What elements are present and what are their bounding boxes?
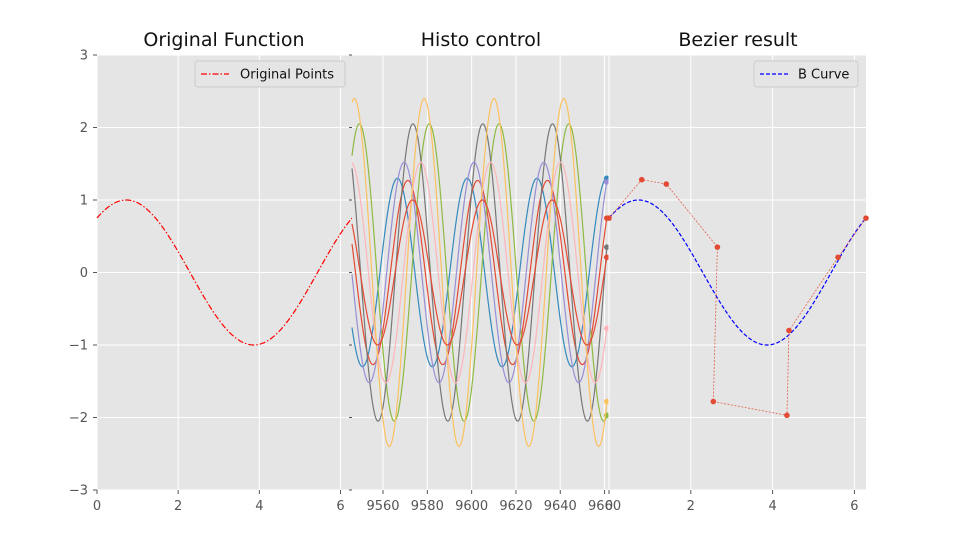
x-tick-label: 6	[850, 499, 858, 514]
x-tick-label: 2	[687, 499, 695, 514]
control-point	[606, 215, 612, 221]
chart-title-original-function: Original Function	[143, 29, 304, 51]
chart-title-bezier-result: Bezier result	[678, 29, 797, 51]
x-tick-label: 0	[605, 499, 613, 514]
x-tick-label: 9660	[588, 499, 621, 514]
chart-title-histo-control: Histo control	[421, 29, 541, 51]
histo-series-end-point	[603, 179, 610, 185]
x-tick-label: 6	[336, 499, 344, 514]
histo-series-end-point	[603, 244, 610, 250]
histo-series-line	[351, 123, 608, 422]
x-tick-labels: 9560 9580 9600 9620 9640 9660	[366, 490, 621, 514]
x-tick-label: 9600	[455, 499, 488, 514]
legend-label-original-points: Original Points	[240, 68, 334, 83]
x-tick-label: 9620	[499, 499, 532, 514]
y-tick-label: −2	[69, 411, 88, 426]
control-polygon-line	[608, 179, 867, 416]
legend-label-b-curve: B Curve	[798, 68, 849, 83]
control-point	[638, 176, 645, 183]
legend-box	[753, 60, 859, 88]
control-point	[714, 244, 721, 250]
histo-series-line	[351, 123, 608, 422]
grid	[608, 54, 866, 491]
legend: Original Points	[194, 60, 346, 88]
y-tick-label: 3	[80, 49, 88, 64]
panel-bezier-result: 0 2 4 6 Bezier result B Curve	[605, 29, 869, 514]
y-tick-marks	[349, 54, 352, 491]
control-point	[710, 398, 717, 405]
histo-series-line	[351, 199, 608, 346]
x-tick-label: 9560	[366, 499, 399, 514]
legend-box	[194, 60, 346, 88]
histo-series-line	[351, 161, 608, 384]
x-tick-label: 0	[93, 499, 101, 514]
y-tick-label: 2	[80, 121, 88, 136]
control-point	[835, 254, 841, 261]
x-tick-labels: 0 2 4 6	[605, 490, 859, 514]
series-line-original-points	[96, 199, 353, 346]
series-group	[606, 176, 869, 419]
legend: B Curve	[753, 60, 859, 88]
histo-series-end-point	[603, 398, 610, 405]
control-point	[863, 215, 869, 221]
control-point	[663, 181, 670, 187]
panel-original-function: 0 2 4 6 3 2 1 0 −1 −2 −3 Original Function Origin…	[69, 29, 353, 514]
series-group	[96, 199, 353, 346]
series-line-b-curve	[608, 199, 867, 346]
x-tick-label: 4	[255, 499, 263, 514]
panel-histo-control: 9560 9580 9600 9620 9640 9660 Histo control	[349, 29, 621, 514]
histo-series-end-point	[603, 254, 610, 261]
y-tick-label: 1	[80, 194, 88, 209]
histo-series-line	[351, 179, 608, 366]
y-tick-labels: 3 2 1 0 −1 −2 −3	[69, 49, 97, 499]
series-group	[351, 97, 610, 448]
x-tick-label: 9640	[544, 499, 577, 514]
y-tick-label: −1	[69, 339, 88, 354]
x-tick-label: 4	[768, 499, 776, 514]
histo-series-line	[351, 161, 608, 384]
x-tick-label: 9580	[411, 499, 444, 514]
histo-series-end-point	[603, 325, 610, 332]
control-point	[786, 327, 792, 334]
y-tick-label: −3	[69, 484, 88, 499]
x-tick-labels: 0 2 4 6	[93, 490, 345, 514]
histo-series-line	[351, 97, 608, 448]
control-point	[784, 412, 790, 419]
x-tick-label: 2	[174, 499, 182, 514]
y-tick-label: 0	[80, 266, 88, 281]
